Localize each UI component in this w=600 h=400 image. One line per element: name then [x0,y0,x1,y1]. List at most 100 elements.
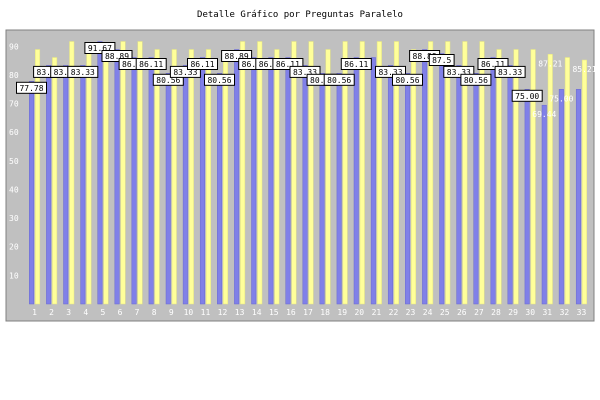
data-label-box [289,65,321,78]
data-label: 86.11 [276,60,300,69]
x-tick-label: 28 [491,308,501,317]
data-label-box [67,65,99,78]
x-tick-label: 7 [135,308,140,317]
x-tick-label: 20 [354,308,364,317]
x-tick-label: 4 [83,308,88,317]
bar-series-1-q2 [46,65,52,305]
x-tick-label: 32 [560,308,570,317]
bar-series-2-q5 [103,49,109,305]
bar-series-1-q24 [422,49,428,305]
x-tick-label: 22 [389,308,399,317]
bar-series-1-q1 [29,81,35,305]
data-label: 87.5 [432,56,451,65]
data-label: 83.33 [498,68,522,77]
x-tick-label: 33 [577,308,587,317]
bar-series-2-q24 [428,41,434,305]
bar-series-1-q14 [251,57,257,305]
bar-series-2-q15 [274,49,280,305]
y-tick-label: 80 [9,71,19,80]
bar-series-1-q6 [114,49,120,305]
data-label: 75.00 [515,92,539,101]
bar-series-2-q18 [325,49,331,305]
y-tick-label: 70 [9,100,19,109]
data-label: 87.21 [538,59,562,68]
y-tick-label: 20 [9,243,19,252]
bar-series-2-q31 [547,54,553,305]
x-tick-label: 1 [32,308,37,317]
data-label-box [152,73,184,86]
bar-series-1-q10 [182,65,188,305]
data-label: 86.11 [139,60,163,69]
chart-title: Detalle Gráfico por Preguntas Paralelo [197,10,403,20]
y-tick-label: 50 [9,157,19,166]
x-tick-label: 23 [406,308,416,317]
data-label: 77.78 [19,84,43,93]
bar-series-2-q7 [137,41,143,305]
bar-series-1-q22 [387,65,393,305]
bar-series-1-q17 [302,65,308,305]
x-tick-label: 10 [184,308,194,317]
data-label-box [340,58,372,70]
data-label: 83.33 [54,68,78,77]
bar-series-1-q33 [575,89,581,305]
data-label-box [443,65,475,78]
data-label-box [460,73,492,86]
data-label-box [375,65,406,78]
bar-series-1-q25 [439,53,445,305]
bar-series-1-q20 [353,57,359,305]
bar-series-2-q20 [359,41,365,305]
data-label: 91.67 [88,44,112,53]
data-label: 83.33 [37,68,61,77]
data-label-box [477,58,509,70]
data-label-box [204,73,235,86]
bar-series-2-q26 [462,41,468,305]
bar-series-1-q3 [63,65,69,305]
x-tick-label: 30 [525,308,535,317]
bar-series-1-q27 [473,73,479,305]
bar-series-2-q29 [513,49,519,305]
data-labels: 77.7883.3383.3383.3391.6788.8986.1186.11… [16,42,597,119]
x-tick-label: 15 [269,308,279,317]
y-axis-ticks: 10 20 30 40 50 60 70 80 90 [9,42,19,280]
bar-series-1-q19 [336,73,342,305]
bar-series-2-q4 [86,49,92,305]
bar-series-2-q8 [154,49,160,305]
bar-series-2-q16 [291,41,297,305]
data-label: 69.44 [532,110,556,119]
x-tick-label: 21 [372,308,382,317]
data-label-box [135,58,167,70]
x-tick-label: 19 [337,308,347,317]
data-label: 86.11 [242,60,266,69]
bar-series-1-q21 [370,57,376,305]
y-tick-label: 90 [9,42,19,51]
bar-series-2-q27 [479,41,485,305]
data-label-box [494,65,526,78]
bar-series-1-q5 [97,41,103,305]
data-label: 88.89 [413,52,437,61]
data-label: 80.56 [310,76,334,85]
bar-series-2-q12 [223,57,229,305]
x-tick-label: 27 [474,308,484,317]
bar-series-1-q15 [268,57,274,305]
bar-series-1-q23 [405,73,411,305]
bar-series-1-q26 [456,65,462,305]
data-label: 80.56 [327,76,351,85]
x-tick-label: 18 [320,308,330,317]
data-label: 83.33 [447,68,471,77]
data-label: 83.33 [378,68,402,77]
y-tick-label: 40 [9,186,19,195]
bar-series-1-q30 [524,89,530,305]
x-tick-label: 9 [169,308,174,317]
bar-series-2-q23 [411,49,417,305]
bar-series-1-q29 [507,65,513,305]
data-label: 86.11 [481,60,505,69]
bar-series-2-q2 [52,57,58,305]
bar-series-2-q9 [171,49,177,305]
bar-series-1-q16 [285,57,291,305]
data-label-box [272,58,304,70]
bar-series-2-q10 [188,49,194,305]
bars-layer [29,41,587,305]
x-tick-label: 31 [542,308,552,317]
data-label: 80.56 [395,76,419,85]
